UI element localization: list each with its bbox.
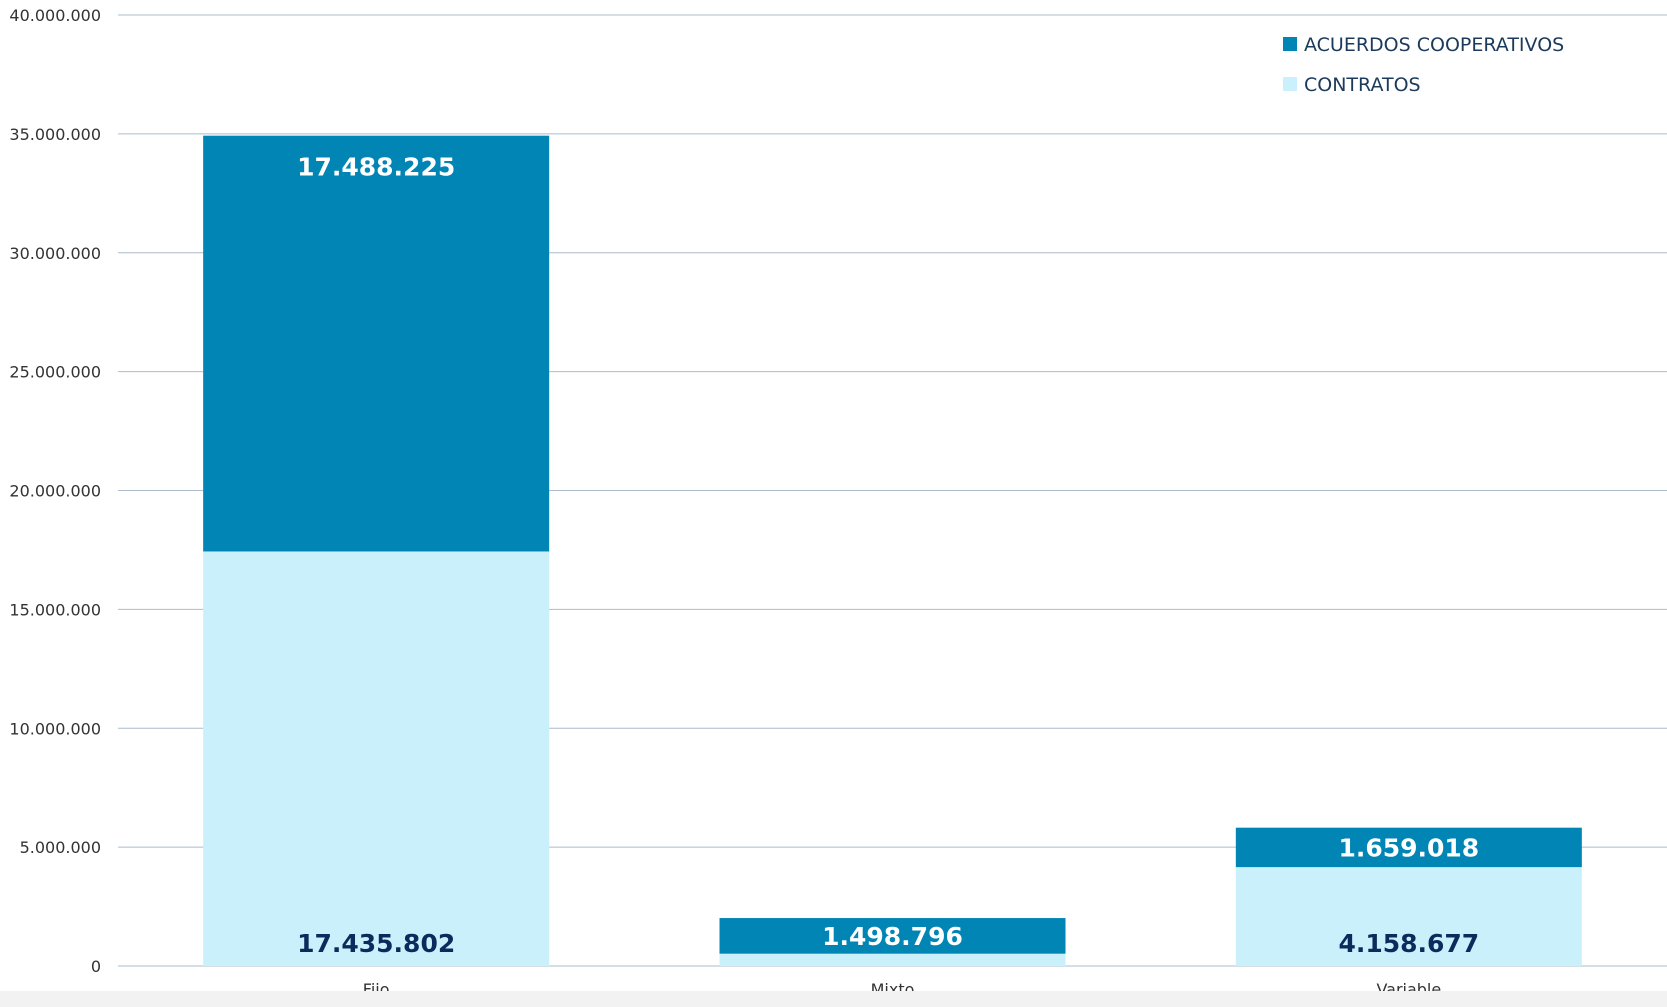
- legend-label: ACUERDOS COOPERATIVOS: [1304, 34, 1564, 56]
- bar-segment-contratos: [719, 953, 1066, 966]
- legend: ACUERDOS COOPERATIVOS CONTRATOS: [1283, 34, 1564, 96]
- y-axis: 0 5.000.000 10.000.000 15.000.000 20.000.000…: [9, 6, 101, 976]
- y-tick-label: 30.000.000: [9, 244, 101, 263]
- legend-label: CONTRATOS: [1304, 74, 1421, 96]
- legend-swatch: [1283, 37, 1297, 51]
- bar-segment-contratos: [203, 551, 550, 966]
- bar-segment-acuerdos-cooperativos: [203, 135, 550, 552]
- y-tick-label: 40.000.000: [9, 6, 101, 25]
- y-tick-label: 25.000.000: [9, 363, 101, 382]
- bar-segment-contratos: [1235, 867, 1582, 966]
- y-tick-label: 10.000.000: [9, 719, 101, 738]
- bottom-strip: [0, 991, 1667, 1007]
- y-tick-label: 35.000.000: [9, 125, 101, 144]
- data-label: 1.659.018: [1338, 833, 1479, 862]
- y-tick-label: 0: [91, 957, 101, 976]
- y-tick-label: 20.000.000: [9, 482, 101, 501]
- data-label: 4.158.677: [1338, 929, 1479, 958]
- bar-segment-acuerdos-cooperativos: [1235, 827, 1582, 868]
- legend-swatch: [1283, 77, 1297, 91]
- data-label: 17.488.225: [297, 153, 455, 182]
- bar-segment-acuerdos-cooperativos: [719, 918, 1066, 954]
- bars: 17.435.80217.488.225517.8271.498.7964.15…: [203, 135, 1582, 966]
- y-tick-label: 15.000.000: [9, 600, 101, 619]
- y-tick-label: 5.000.000: [20, 838, 101, 857]
- data-label: 1.498.796: [822, 922, 963, 951]
- data-label: 17.435.802: [297, 929, 455, 958]
